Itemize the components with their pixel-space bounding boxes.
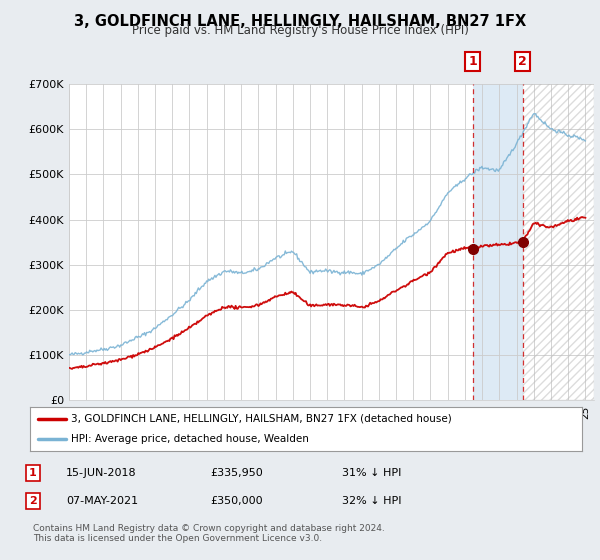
Bar: [523, 84, 594, 400]
Text: 3, GOLDFINCH LANE, HELLINGLY, HAILSHAM, BN27 1FX: 3, GOLDFINCH LANE, HELLINGLY, HAILSHAM, …: [74, 14, 526, 29]
Text: 31% ↓ HPI: 31% ↓ HPI: [342, 468, 401, 478]
Text: HPI: Average price, detached house, Wealden: HPI: Average price, detached house, Weal…: [71, 434, 309, 444]
Text: £335,950: £335,950: [210, 468, 263, 478]
Text: £350,000: £350,000: [210, 496, 263, 506]
Bar: [473, 84, 523, 400]
Text: Contains HM Land Registry data © Crown copyright and database right 2024.
This d: Contains HM Land Registry data © Crown c…: [33, 524, 385, 543]
Text: 15-JUN-2018: 15-JUN-2018: [66, 468, 137, 478]
Text: 3, GOLDFINCH LANE, HELLINGLY, HAILSHAM, BN27 1FX (detached house): 3, GOLDFINCH LANE, HELLINGLY, HAILSHAM, …: [71, 414, 452, 424]
Bar: [523, 84, 594, 400]
Text: 1: 1: [468, 55, 477, 68]
Text: Price paid vs. HM Land Registry's House Price Index (HPI): Price paid vs. HM Land Registry's House …: [131, 24, 469, 37]
Text: 07-MAY-2021: 07-MAY-2021: [66, 496, 138, 506]
Text: 2: 2: [29, 496, 37, 506]
Text: 1: 1: [29, 468, 37, 478]
Text: 2: 2: [518, 55, 527, 68]
Text: 32% ↓ HPI: 32% ↓ HPI: [342, 496, 401, 506]
